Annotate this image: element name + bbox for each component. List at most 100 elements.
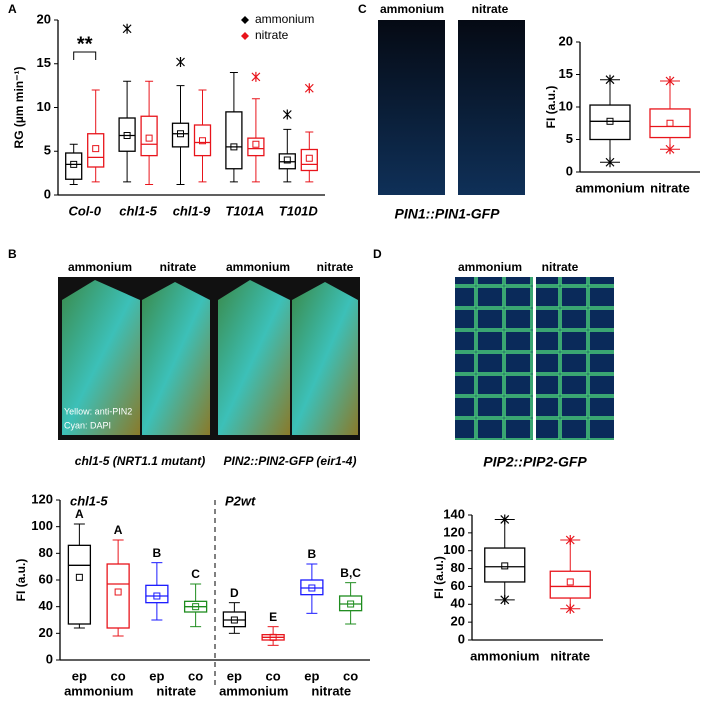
- whisker-end: [565, 535, 575, 545]
- y-axis-label: FI (a.u.): [14, 559, 28, 602]
- y-tick-label: 60: [39, 571, 53, 586]
- section-label: P2wt: [225, 493, 256, 508]
- box: [589, 104, 631, 141]
- y-tick-label: 0: [46, 651, 53, 666]
- mean: [145, 134, 153, 142]
- image-caption: PIN2::PIN2-GFP (eir1-4): [224, 454, 357, 468]
- mean: [230, 616, 238, 624]
- micrograph: [458, 20, 525, 195]
- whisker-end: [605, 157, 615, 168]
- mean: [114, 588, 122, 596]
- y-tick-label: 10: [559, 98, 573, 113]
- mean: [230, 143, 238, 151]
- mean: [70, 160, 78, 168]
- x-tick-label: T101D: [279, 203, 319, 218]
- y-tick-label: 20: [39, 625, 53, 640]
- micrograph: [292, 282, 358, 435]
- whisker-end: [665, 144, 675, 155]
- y-tick-label: 15: [37, 55, 51, 70]
- y-tick-label: 40: [39, 598, 53, 613]
- box: [649, 108, 691, 139]
- image-label: ammonium: [380, 2, 444, 16]
- box: [67, 544, 92, 625]
- mean: [252, 140, 260, 148]
- significance-label: **: [77, 33, 93, 55]
- y-tick-label: 0: [458, 631, 465, 646]
- group-letter: B: [308, 547, 317, 561]
- legend-label: nitrate: [255, 28, 289, 42]
- x-tick-label: ammonium: [470, 648, 539, 663]
- y-tick-label: 60: [451, 578, 465, 593]
- image-label: ammonium: [68, 260, 132, 274]
- y-tick-label: 20: [451, 614, 465, 629]
- whisker-end: [665, 76, 675, 86]
- mean: [666, 119, 674, 127]
- x-tick-label: ep: [227, 668, 242, 683]
- group-label: nitrate: [156, 683, 196, 698]
- y-tick-label: 10: [37, 99, 51, 114]
- box: [145, 584, 169, 604]
- group-letter: B,C: [340, 566, 361, 580]
- panel-letter: A: [8, 2, 17, 16]
- box: [300, 148, 318, 172]
- group-letter: A: [114, 523, 123, 537]
- group-letter: A: [75, 507, 84, 521]
- mean: [177, 130, 184, 138]
- x-tick-label: ep: [72, 668, 87, 683]
- whisker-end: [500, 594, 510, 605]
- image-caption: chl1-5 (NRT1.1 mutant): [75, 454, 205, 468]
- group-label: ammonium: [219, 683, 288, 698]
- box: [140, 115, 158, 157]
- x-tick-label: chl1-5: [119, 203, 157, 218]
- y-axis-label: FI (a.u.): [544, 86, 558, 129]
- mean: [283, 156, 291, 164]
- stain-label: Yellow: anti-PIN2: [64, 406, 132, 416]
- x-tick-label: nitrate: [650, 180, 690, 195]
- y-axis-label: FI (a.u.): [432, 556, 446, 599]
- y-tick-label: 140: [443, 506, 465, 521]
- outlier: [304, 83, 314, 94]
- outlier: [251, 71, 261, 82]
- panel-letter: C: [358, 2, 367, 16]
- y-tick-label: 40: [451, 596, 465, 611]
- box: [171, 122, 190, 148]
- box: [87, 133, 105, 168]
- image-label: nitrate: [472, 2, 509, 16]
- group-label: ammonium: [64, 683, 133, 698]
- x-tick-label: co: [266, 668, 281, 683]
- box: [225, 111, 243, 170]
- y-tick-label: 15: [559, 66, 573, 81]
- box: [118, 117, 136, 152]
- y-tick-label: 20: [37, 11, 51, 26]
- box: [222, 611, 247, 628]
- micrograph: [62, 280, 140, 435]
- whisker-end: [500, 514, 510, 525]
- group-letter: E: [269, 610, 277, 624]
- x-tick-label: T101A: [225, 203, 264, 218]
- image-label: nitrate: [160, 260, 197, 274]
- mean: [153, 592, 161, 600]
- y-tick-label: 0: [44, 186, 51, 201]
- x-tick-label: ammonium: [575, 180, 644, 195]
- box: [484, 547, 526, 583]
- y-tick-label: 80: [39, 545, 53, 560]
- box: [65, 152, 83, 180]
- section-label: chl1-5: [70, 493, 108, 508]
- y-tick-label: 5: [566, 131, 573, 146]
- legend-marker: [241, 32, 249, 40]
- image-label: nitrate: [542, 260, 579, 274]
- box: [300, 579, 324, 596]
- mean: [269, 633, 277, 641]
- mean: [75, 573, 83, 581]
- micrograph: [536, 277, 614, 440]
- x-tick-label: co: [188, 668, 203, 683]
- panel-letter: B: [8, 247, 17, 261]
- mean: [347, 600, 355, 608]
- outlier: [282, 109, 292, 120]
- mean: [123, 132, 131, 139]
- mean: [305, 154, 313, 162]
- outlier: [176, 57, 185, 67]
- image-label: ammonium: [226, 260, 290, 274]
- stain-label: Cyan: DAPI: [64, 420, 111, 430]
